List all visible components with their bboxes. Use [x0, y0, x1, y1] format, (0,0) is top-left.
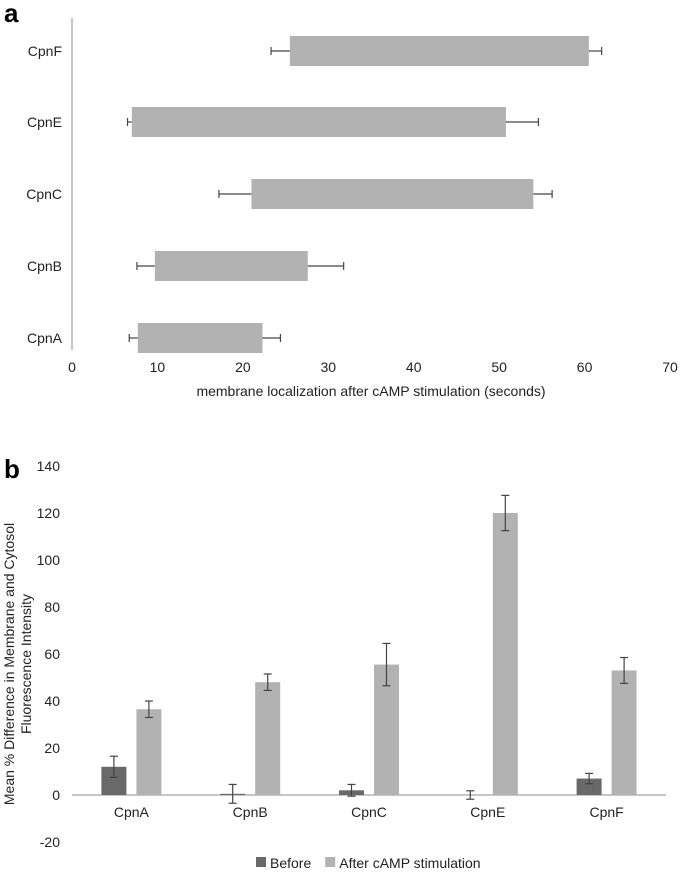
category-label: CpnB	[27, 258, 62, 274]
x-tick-label: 40	[406, 359, 422, 375]
y-tick-label: 100	[37, 552, 61, 568]
bar-after	[611, 670, 637, 795]
y-tick-label: -20	[40, 834, 60, 850]
category-label: CpnE	[27, 114, 62, 130]
category-label: CpnA	[27, 330, 63, 346]
legend-swatch	[256, 857, 266, 867]
x-tick-label: 10	[150, 359, 166, 375]
bar	[289, 36, 589, 66]
bar	[131, 107, 506, 137]
y-tick-label: 20	[44, 740, 60, 756]
x-category-label: CpnA	[114, 804, 150, 820]
y-tick-label: 80	[44, 599, 60, 615]
y-axis-label-line: Fluorescence Intensity	[18, 594, 34, 734]
x-axis-label: membrane localization after cAMP stimula…	[196, 383, 545, 399]
x-category-label: CpnC	[351, 804, 387, 820]
y-tick-label: 140	[37, 458, 61, 474]
x-tick-label: 60	[577, 359, 593, 375]
y-tick-label: 0	[52, 787, 60, 803]
x-tick-label: 20	[235, 359, 251, 375]
bar-after	[136, 709, 162, 795]
y-tick-label: 40	[44, 693, 60, 709]
x-category-label: CpnB	[233, 804, 268, 820]
y-axis-label: Mean % Difference in Membrane and Cytoso…	[1, 523, 34, 805]
category-label: CpnC	[26, 186, 62, 202]
bar	[154, 251, 308, 281]
legend-label: After cAMP stimulation	[339, 855, 480, 871]
x-tick-label: 30	[320, 359, 336, 375]
panel-b-grouped-bar-chart: -20 0 20 40 60 80 100 120 140 CpnA CpnB CpnC CpnE Cpn…	[1, 458, 666, 871]
legend-label: Before	[270, 855, 311, 871]
y-tick-label: 60	[44, 646, 60, 662]
bar-after	[255, 682, 281, 795]
y-axis-label-line: Mean % Difference in Membrane and Cytoso…	[1, 523, 17, 805]
x-category-label: CpnE	[470, 804, 505, 820]
x-tick-label: 70	[662, 359, 678, 375]
x-tick-label: 50	[491, 359, 507, 375]
panel-b-letter: b	[4, 454, 20, 484]
y-tick-label: 120	[37, 505, 61, 521]
bar-after	[492, 513, 518, 795]
x-category-label: CpnF	[589, 804, 623, 820]
bar	[251, 179, 534, 209]
bar-before	[576, 778, 602, 795]
x-tick-label: 0	[68, 359, 76, 375]
legend-swatch	[325, 857, 336, 867]
panel-a-letter: a	[4, 0, 19, 28]
bar	[137, 323, 263, 353]
category-label: CpnF	[28, 43, 62, 59]
panel-a-horizontal-bar-chart: CpnF CpnE CpnC CpnB CpnA 0 10 20 30 40 50 60 70 membr…	[26, 18, 678, 399]
